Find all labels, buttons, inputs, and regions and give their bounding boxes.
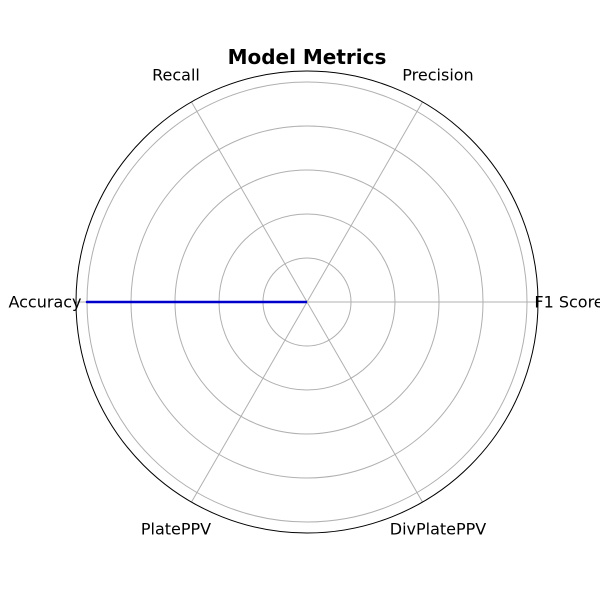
spoke-5: [191, 301, 308, 503]
spoke-2: [306, 101, 423, 303]
spoke-3: [191, 101, 308, 303]
axis-label-divplateppv: DivPlatePPV: [390, 519, 487, 538]
axis-label-precision: Precision: [402, 66, 473, 85]
axis-label-f1-score: F1 Score: [534, 293, 600, 312]
spoke-6: [306, 301, 423, 503]
axis-label-recall: Recall: [152, 66, 200, 85]
axis-label-plateppv: PlatePPV: [141, 519, 211, 538]
axis-label-accuracy: Accuracy: [8, 293, 81, 312]
axis-labels: F1 Score Precision Recall Accuracy PlatePPV D…: [8, 66, 600, 539]
outer-frame: [75, 70, 539, 534]
chart-title: Model Metrics: [228, 45, 387, 69]
